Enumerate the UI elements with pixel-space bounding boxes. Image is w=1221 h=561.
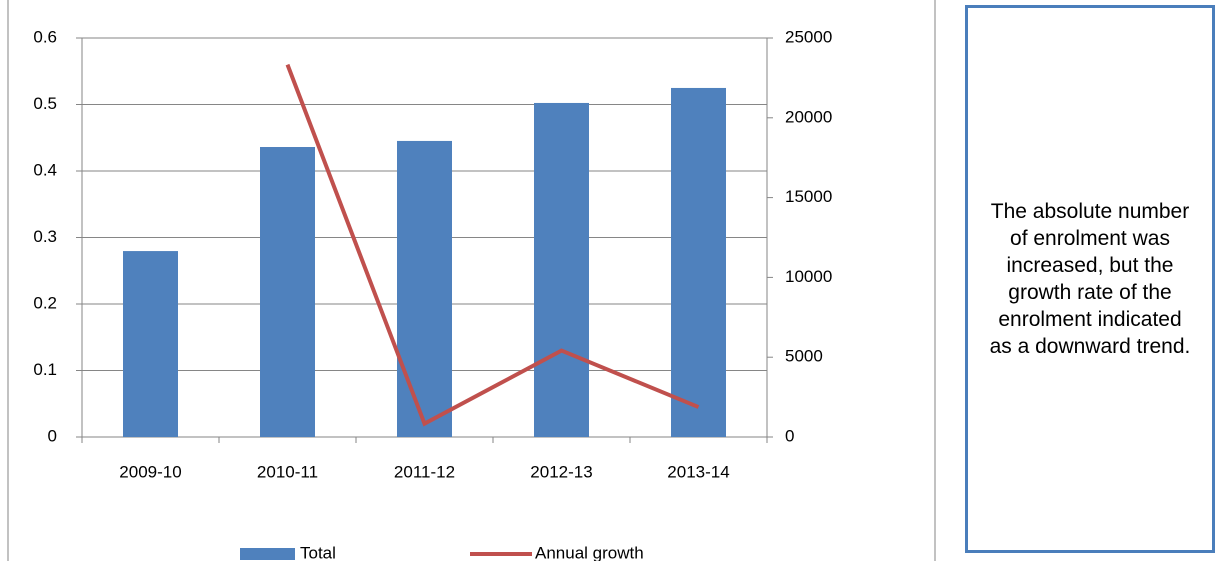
y2-tick-label: 20000 <box>785 107 832 126</box>
y-tick-label: 0.5 <box>33 94 57 113</box>
x-tick-label: 2009-10 <box>119 462 181 481</box>
bar <box>534 102 589 437</box>
bar <box>397 140 452 437</box>
legend-label: Annual growth <box>535 543 644 561</box>
text-box-text: The absolute number of enrolment was inc… <box>989 200 1191 358</box>
x-tick-label: 2010-11 <box>257 462 318 481</box>
bar <box>671 87 726 437</box>
y2-tick-label: 5000 <box>785 347 823 366</box>
y2-tick-label: 10000 <box>785 267 832 286</box>
x-tick-label: 2012-13 <box>530 462 592 481</box>
text-box: The absolute number of enrolment was inc… <box>965 5 1215 553</box>
legend-swatch <box>240 548 295 560</box>
line <box>285 63 700 427</box>
y2-tick-label: 15000 <box>785 187 832 206</box>
y-tick-label: 0 <box>48 426 57 445</box>
y-tick-label: 0.3 <box>33 227 57 246</box>
y-tick-label: 0.2 <box>33 293 57 312</box>
y-tick-label: 0.6 <box>33 27 57 46</box>
y2-tick-label: 25000 <box>785 27 832 46</box>
legend-label: Total <box>300 543 336 561</box>
y-tick-label: 0.1 <box>33 360 57 379</box>
y2-tick-label: 0 <box>785 426 794 445</box>
x-tick-label: 2013-14 <box>667 462 729 481</box>
x-tick-label: 2011-12 <box>394 462 455 481</box>
bar <box>123 251 178 437</box>
y-tick-label: 0.4 <box>33 160 57 179</box>
bar <box>260 147 315 437</box>
chart: 0 0.1 0.2 0.3 0.4 0.5 0.6 0 5000 10000 15000 20000 2… <box>7 0 936 561</box>
